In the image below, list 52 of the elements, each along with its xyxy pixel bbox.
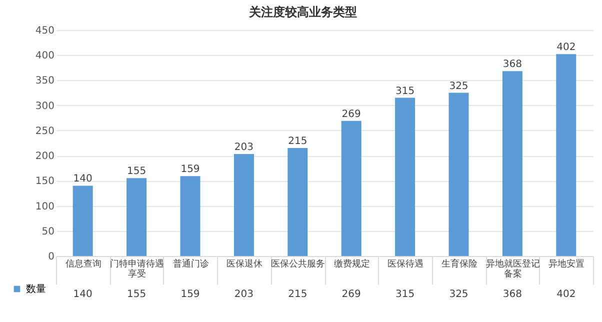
bar xyxy=(72,186,93,256)
data-label: 368 xyxy=(502,289,522,300)
y-tick-label: 450 xyxy=(35,26,54,36)
data-label: 203 xyxy=(234,289,254,300)
y-tick-label: 250 xyxy=(35,126,54,137)
y-tick-label: 50 xyxy=(42,226,54,238)
bar xyxy=(288,148,308,256)
data-label: 159 xyxy=(180,289,200,300)
text: 325 xyxy=(449,80,468,92)
data-label: 402 xyxy=(556,289,576,300)
y-tick-label: 350 xyxy=(35,76,54,87)
x-tick-label: 缴费规定 xyxy=(334,258,370,270)
bar xyxy=(180,176,200,256)
bar xyxy=(448,92,469,256)
x-tick-label: 异地安置 xyxy=(548,258,585,270)
y-tick-label: 400 xyxy=(35,50,54,62)
y-tick-label: 0 xyxy=(48,252,54,262)
data-label: 215 xyxy=(288,289,308,300)
text: 155 xyxy=(127,166,146,178)
y-tick-label: 150 xyxy=(35,176,54,188)
x-tick-label: 医保待遇 xyxy=(388,258,424,270)
legend-label: 数量 xyxy=(26,284,46,295)
x-tick-label: 普通门诊 xyxy=(172,258,209,270)
data-label: 325 xyxy=(449,289,468,300)
chart-title: 关注度较高业务类型 xyxy=(248,5,357,19)
text: 402 xyxy=(556,42,576,54)
y-tick-label: 200 xyxy=(35,151,54,162)
bar xyxy=(556,54,576,256)
x-tick-label: 信息查询 xyxy=(65,258,102,270)
data-label: 140 xyxy=(73,289,92,300)
bar xyxy=(395,98,416,256)
text: 315 xyxy=(396,86,415,97)
bar xyxy=(234,154,254,256)
x-tick-label: 医保退休 xyxy=(226,258,262,270)
bar xyxy=(341,120,362,256)
x-tick-label: 异地就医登记备案 xyxy=(486,258,540,280)
x-tick-label: 医保公共服务 xyxy=(271,258,326,270)
text: 368 xyxy=(502,59,522,70)
y-tick-label: 300 xyxy=(35,100,54,112)
text: 140 xyxy=(73,174,92,185)
data-label: 269 xyxy=(342,289,361,300)
bar xyxy=(502,71,522,256)
x-tick-label: 门特申请待遇享受 xyxy=(110,258,164,280)
bar xyxy=(126,178,147,256)
text: 215 xyxy=(288,136,308,148)
data-label: 155 xyxy=(127,289,146,300)
text: 159 xyxy=(180,164,200,176)
data-label: 315 xyxy=(396,289,415,300)
y-tick-label: 100 xyxy=(35,201,54,212)
text: 269 xyxy=(342,108,361,120)
x-tick-label: 生育保险 xyxy=(441,258,478,270)
text: 203 xyxy=(234,142,254,154)
